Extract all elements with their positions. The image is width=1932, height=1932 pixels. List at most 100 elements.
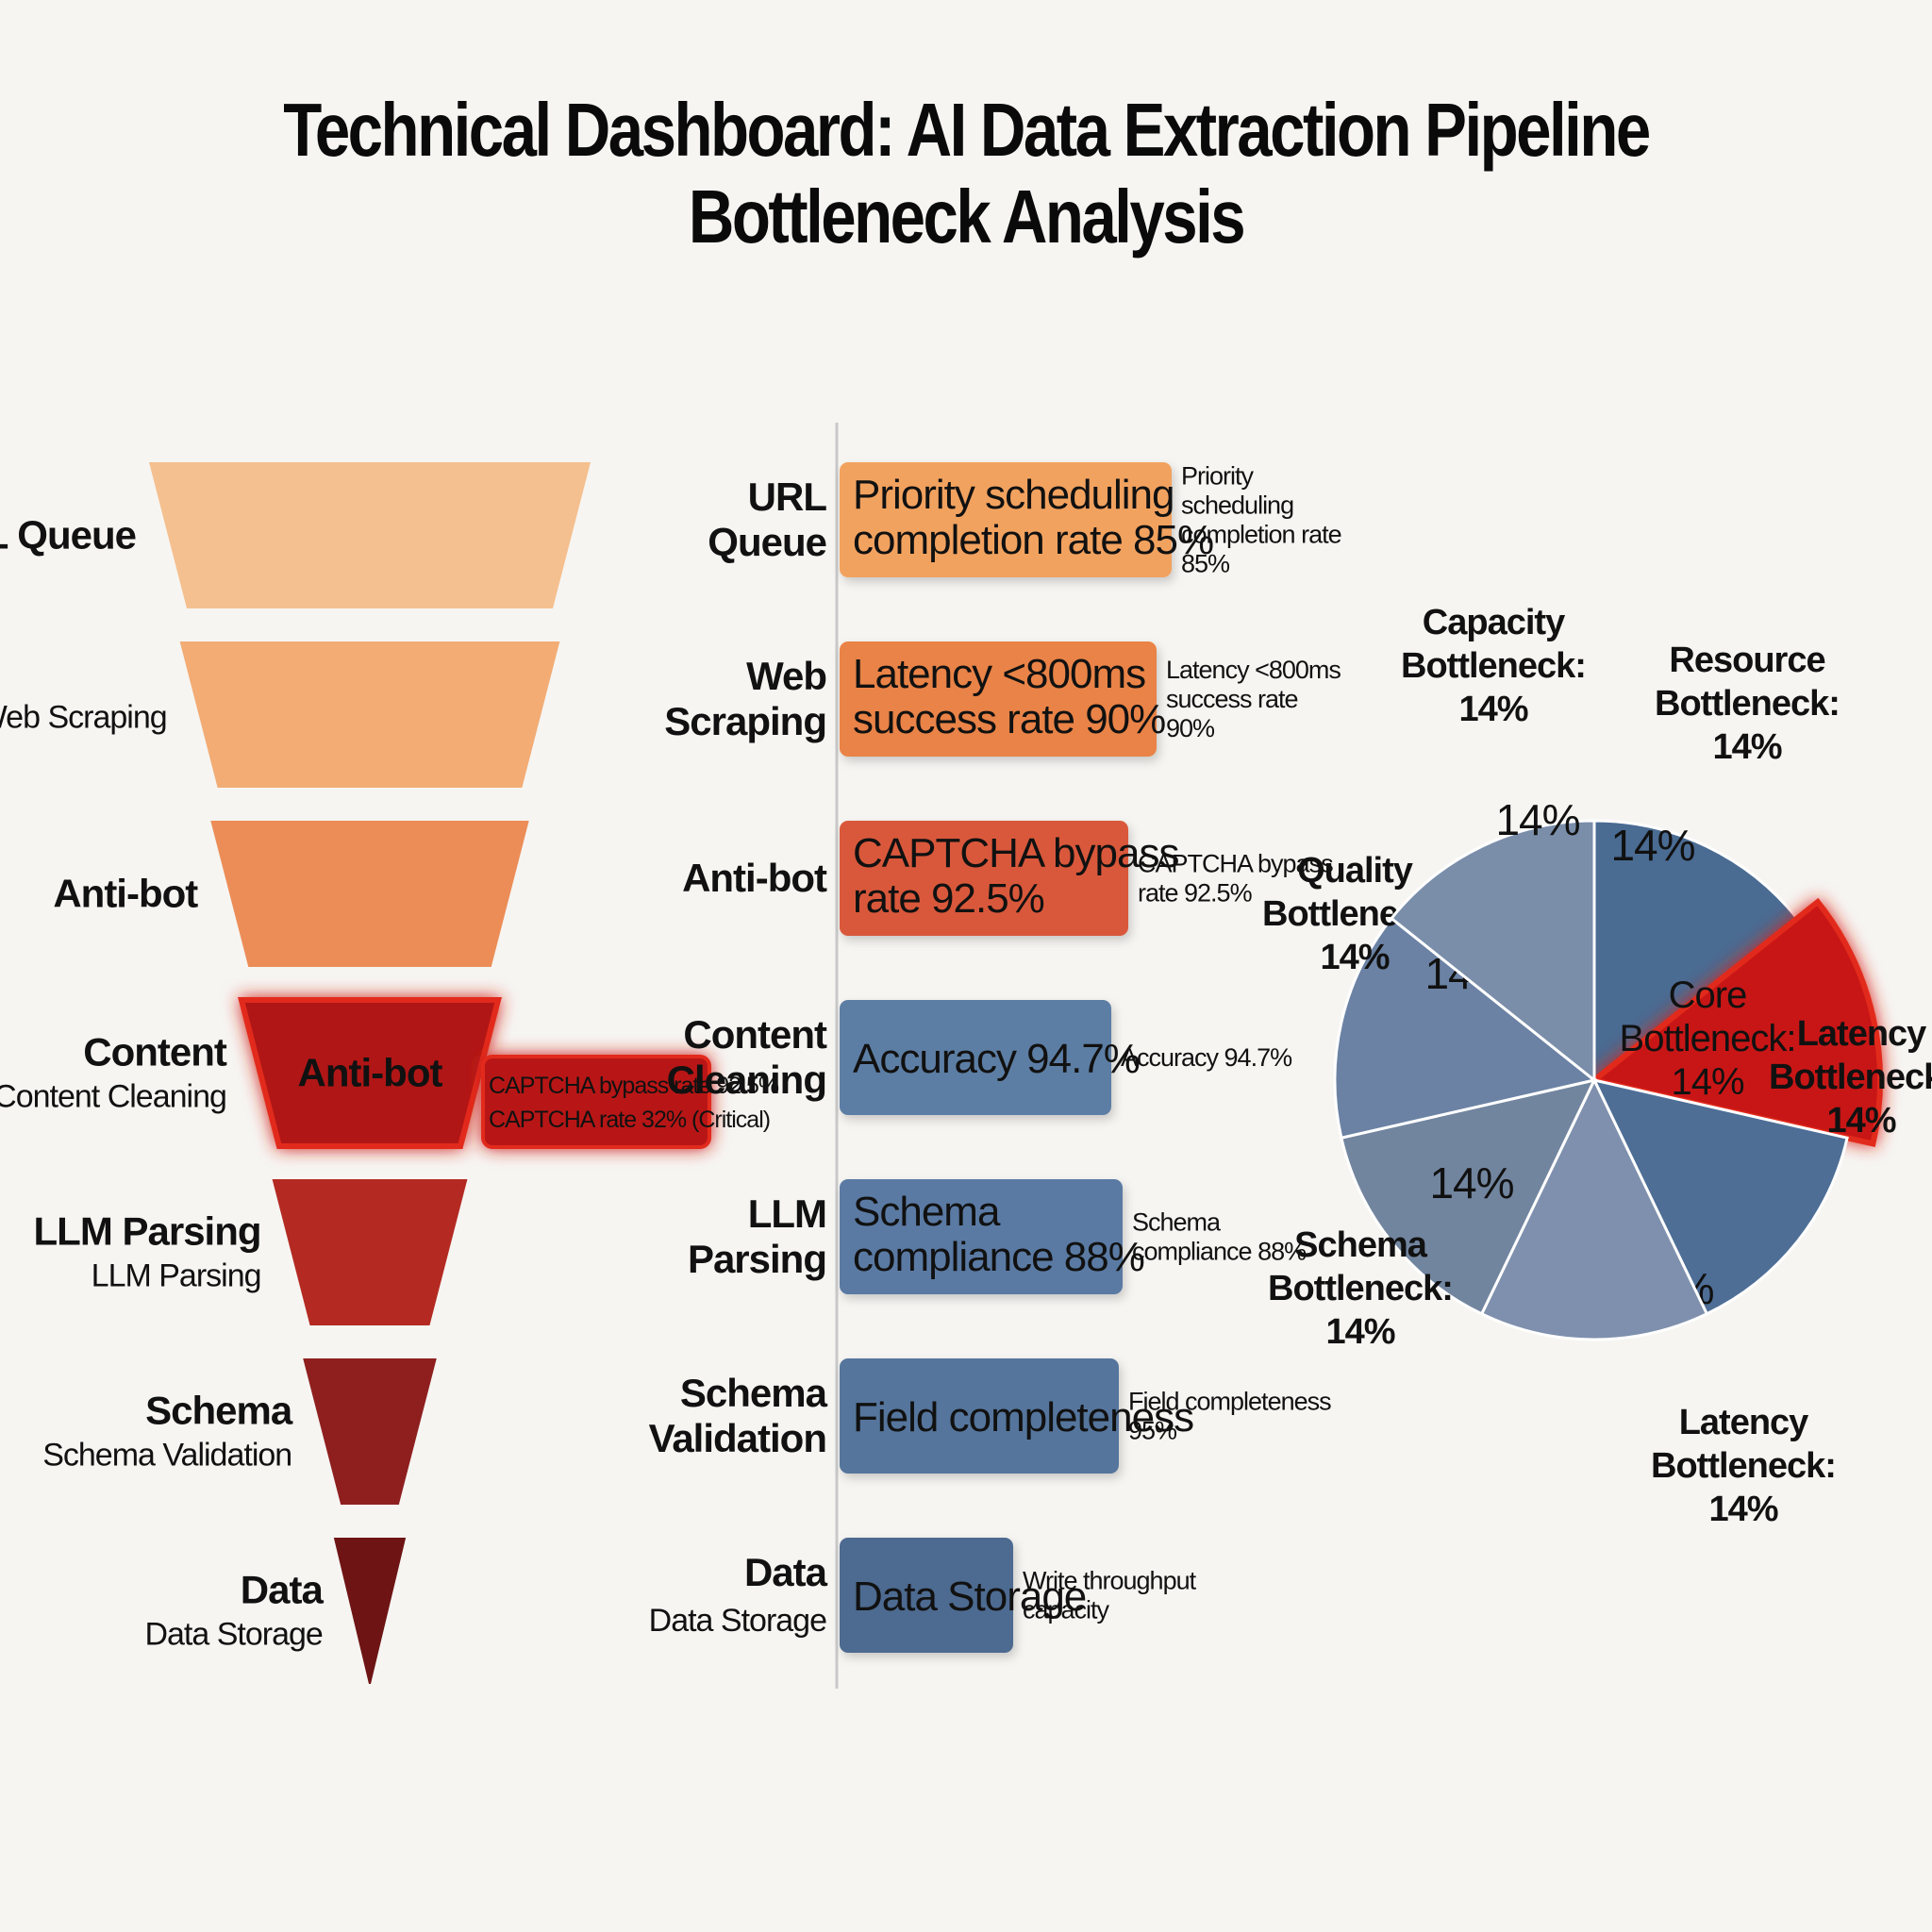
bar bbox=[840, 641, 1157, 757]
pie-slice-label: 14% bbox=[1325, 1312, 1394, 1352]
pie-slice bbox=[1479, 1076, 1709, 1341]
bar-category-label: Cleaning bbox=[667, 1058, 826, 1102]
pie-slice-label: Schema bbox=[1294, 1225, 1428, 1265]
bar-value-label: rate 92.5% bbox=[853, 875, 1044, 922]
bar-category-label: Schema bbox=[680, 1371, 828, 1415]
bar-side-note: 95% bbox=[1128, 1417, 1177, 1445]
pie-slice-label: Quality bbox=[1297, 851, 1413, 891]
bar-category-label: Anti-bot bbox=[682, 856, 827, 900]
pie-slice-label: 14% bbox=[1708, 1490, 1777, 1529]
bar-value-label: success rate 90% bbox=[853, 696, 1165, 742]
bar-category-label: Parsing bbox=[688, 1237, 826, 1281]
bar-value-label: Accuracy 94.7% bbox=[853, 1036, 1140, 1082]
pie-slice bbox=[1592, 819, 1800, 1084]
bar bbox=[840, 1000, 1111, 1115]
funnel-stage bbox=[179, 641, 560, 788]
callout-text: CAPTCHA rate 32% (Critical) bbox=[489, 1107, 770, 1133]
pie-slice bbox=[1389, 819, 1596, 1084]
funnel-stage-sublabel: Web Scraping bbox=[0, 700, 167, 736]
pie-slice-inner-label: Core bbox=[1669, 974, 1747, 1016]
bar bbox=[840, 821, 1128, 936]
funnel-stage-label: Content bbox=[83, 1030, 227, 1074]
funnel-stage-label: Anti-bot bbox=[53, 872, 198, 916]
pie-slice bbox=[1588, 897, 1883, 1148]
bar-category-label: Data bbox=[744, 1550, 828, 1594]
bar bbox=[840, 1538, 1013, 1653]
page-title: Technical Dashboard: AI Data Extraction … bbox=[283, 88, 1651, 258]
funnel-stage bbox=[272, 1179, 468, 1325]
pie-slice-label: 14% bbox=[1712, 727, 1781, 767]
pie-slice-label: Bottleneck: bbox=[1651, 1446, 1836, 1486]
bar-side-note: compliance 88% bbox=[1132, 1238, 1307, 1266]
pie-slice-label: Bottleneck: bbox=[1655, 684, 1840, 724]
pie-slice-label: Bottleneck: bbox=[1268, 1269, 1453, 1308]
pie-slice-inner-label: 14% bbox=[1610, 821, 1694, 870]
bar-side-note: Schema bbox=[1132, 1208, 1222, 1237]
pie-slice-label: Latency bbox=[1797, 1014, 1926, 1054]
funnel-stage-sublabel: Schema Validation bbox=[42, 1438, 291, 1474]
bar bbox=[840, 1179, 1123, 1294]
bar-value-label: Latency <800ms bbox=[853, 651, 1145, 697]
pie-slice-inner-label: 14% bbox=[1495, 795, 1579, 844]
funnel-chart: URL Queue Web Scraping Anti-bot Content Cont… bbox=[0, 462, 780, 1684]
pie-slice bbox=[1591, 1077, 1849, 1316]
pie-slice-label: 14% bbox=[1458, 690, 1527, 729]
pie-slice-inner-label: 14% bbox=[1429, 1158, 1513, 1208]
bar-category-label: Web bbox=[746, 654, 826, 698]
bar-category-label: Scraping bbox=[664, 699, 826, 743]
bar-side-note: capacity bbox=[1023, 1596, 1110, 1624]
bar-side-note: completion rate bbox=[1181, 521, 1341, 549]
funnel-stage bbox=[149, 462, 591, 608]
bar-side-note: rate 92.5% bbox=[1138, 879, 1253, 908]
pie-slice-inner-label: 14% bbox=[1671, 1061, 1743, 1103]
funnel-stage-label: LLM Parsing bbox=[34, 1209, 261, 1254]
funnel-stage-label: Data bbox=[241, 1568, 325, 1612]
bar-side-note: 85% bbox=[1181, 550, 1230, 578]
funnel-stage-sublabel: Content Cleaning bbox=[0, 1079, 226, 1115]
bar-side-note: Priority bbox=[1181, 462, 1255, 491]
pie-chart: 14%ResourceBottleneck:14%CoreBottleneck:… bbox=[1262, 603, 1932, 1529]
callout-text: CAPTCHA bypass rate 92.5% bbox=[489, 1073, 779, 1099]
funnel-stage-inner-label: Anti-bot bbox=[298, 1051, 443, 1095]
pie-slice-label: Capacity bbox=[1423, 603, 1565, 642]
bar-side-note: success rate bbox=[1166, 685, 1298, 713]
pie-slice-label: 14% bbox=[1320, 938, 1389, 977]
funnel-stage bbox=[238, 997, 502, 1149]
bar-side-note: scheduling bbox=[1181, 491, 1293, 520]
bar-value-label: CAPTCHA bypass bbox=[853, 830, 1178, 876]
bar-category-label: Content bbox=[683, 1012, 827, 1057]
funnel-stage-label: URL Queue bbox=[0, 513, 136, 558]
bar-value-label: Data Storage bbox=[853, 1574, 1086, 1620]
bar-side-note: Accuracy 94.7% bbox=[1121, 1043, 1292, 1072]
bar bbox=[840, 1358, 1119, 1474]
bar-side-note: Write throughput bbox=[1023, 1567, 1197, 1595]
bar-category-label: Data Storage bbox=[649, 1603, 826, 1639]
bar bbox=[840, 462, 1172, 577]
funnel-stage-sublabel: LLM Parsing bbox=[92, 1258, 261, 1294]
funnel-stage-sublabel: Data Storage bbox=[144, 1617, 322, 1653]
funnel-stage bbox=[210, 821, 529, 967]
bar-category-label: Validation bbox=[649, 1416, 826, 1460]
bar-value-label: Schema bbox=[853, 1189, 1001, 1235]
bar-category-label: URL bbox=[748, 475, 827, 519]
pie-slice-label: Bottleneck: bbox=[1769, 1058, 1932, 1097]
pie-slice-label: 14% bbox=[1826, 1101, 1895, 1141]
pie-slice bbox=[1340, 1077, 1597, 1316]
pie-slice-inner-label: Bottleneck: bbox=[1620, 1018, 1796, 1059]
pie-slice-label: Resource bbox=[1669, 641, 1824, 680]
bar-side-note: 90% bbox=[1166, 714, 1215, 742]
bar-value-label: compliance 88% bbox=[853, 1234, 1144, 1280]
bar-category-label: LLM bbox=[748, 1191, 826, 1236]
bar-value-label: completion rate 85% bbox=[853, 517, 1213, 563]
bar-value-label: Field completeness bbox=[853, 1394, 1193, 1441]
pie-slice bbox=[1333, 916, 1598, 1140]
bar-side-note: CAPTCHA bypass bbox=[1138, 850, 1333, 878]
funnel-stage bbox=[333, 1538, 407, 1684]
critical-callout bbox=[481, 1055, 711, 1149]
funnel-stage-label: Schema bbox=[145, 1389, 293, 1433]
funnel-stage bbox=[303, 1358, 437, 1505]
pie-slice-label: Bottleneck: bbox=[1401, 646, 1586, 686]
bar-value-label: Priority scheduling bbox=[853, 472, 1174, 518]
